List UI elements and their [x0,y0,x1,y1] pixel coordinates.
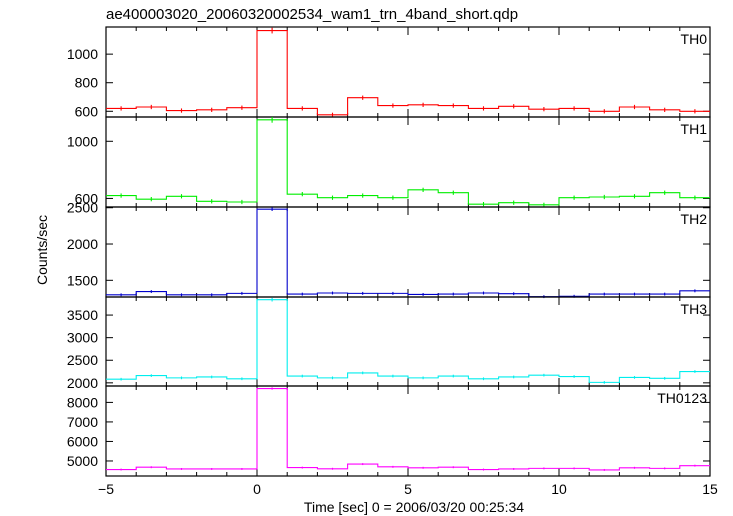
panel-label: TH3 [681,301,708,317]
panel-frame [105,206,711,298]
y-tick-label: 7000 [67,414,98,430]
panel-label: TH0123 [657,390,707,406]
series-line-th0123 [106,387,710,471]
x-tick-label: 5 [404,481,412,497]
x-tick-label: 15 [702,481,718,497]
panels: 600 800 1000 TH0 600 1000 TH1 1500 2000 2500 TH2 20… [67,26,711,477]
series-line-th3 [106,299,710,383]
x-tick-label: 0 [253,481,261,497]
y-tick-label: 600 [75,103,99,119]
panel-label: TH0 [681,31,708,47]
panel-frame [105,385,711,477]
panel-th0: 600 800 1000 TH0 [67,26,711,119]
panel-th2: 1500 2000 2500 TH2 [67,200,711,299]
y-axis-label: Counts/sec [34,215,50,285]
panel-frame [105,26,711,118]
panel-th0123: 5000 6000 7000 8000 TH0123 [67,385,711,477]
panel-frame [105,296,711,387]
y-tick-label: 2500 [67,352,98,368]
y-tick-label: 2500 [67,200,98,216]
series-line-th2 [106,208,710,298]
y-tick-label: 2000 [67,375,98,391]
y-tick-label: 8000 [67,394,98,410]
panel-th3: 2000 2500 3000 3500 TH3 [67,296,711,391]
chart-title: ae400003020_20060320002534_wam1_trn_4ban… [106,6,518,23]
series-line-th0 [106,30,710,116]
x-tick-label: −5 [98,481,114,497]
y-tick-label: 5000 [67,453,98,469]
y-tick-label: 600 [75,190,99,206]
y-tick-label: 1500 [67,272,98,288]
y-tick-label: 1000 [67,46,98,62]
x-ticks: −5 0 5 10 15 [98,481,718,497]
x-axis-label: Time [sec] 0 = 2006/03/20 00:25:34 [304,499,524,515]
y-tick-label: 2000 [67,236,98,252]
y-tick-label: 3500 [67,307,98,323]
y-tick-label: 1000 [67,133,98,149]
y-tick-label: 3000 [67,330,98,346]
series-line-th1 [106,119,710,206]
panel-th1: 600 1000 TH1 [67,116,711,208]
panel-label: TH1 [681,121,708,137]
y-tick-label: 6000 [67,433,98,449]
panel-label: TH2 [681,211,708,227]
x-tick-label: 10 [551,481,567,497]
y-tick-label: 800 [75,75,99,91]
